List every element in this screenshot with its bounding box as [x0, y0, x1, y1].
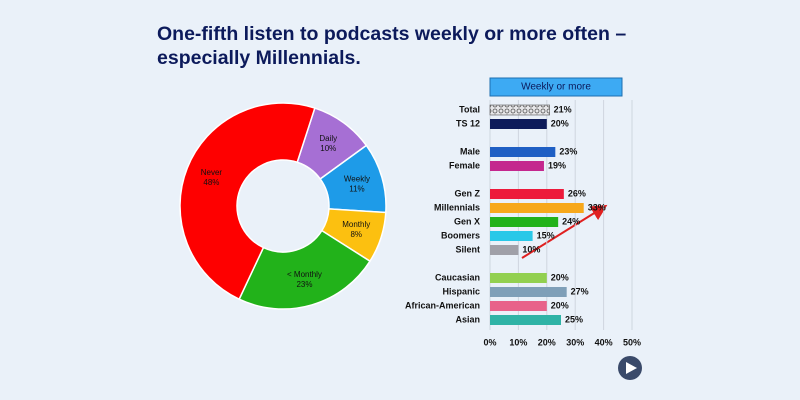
pie-slice: [238, 229, 372, 310]
pie-slice: [179, 102, 316, 301]
logo-icon: [626, 362, 637, 374]
x-tick-label: 20%: [538, 337, 556, 347]
bar-value-label: 20%: [551, 118, 569, 128]
bar: [490, 161, 544, 171]
bar: [490, 301, 547, 311]
bar: [490, 273, 547, 283]
bar-value-label: 24%: [562, 216, 580, 226]
y-tick-label: Gen Z: [454, 188, 480, 198]
bar: [490, 189, 564, 199]
bar: [490, 147, 556, 157]
arrow: [521, 204, 608, 259]
bar-value-label: 33%: [588, 202, 606, 212]
bar: [490, 217, 559, 227]
y-tick-label: Female: [449, 160, 480, 170]
y-tick-label: African-American: [405, 300, 480, 310]
x-tick-label: 0%: [483, 337, 496, 347]
slice-label: Never: [201, 168, 223, 177]
slice-value-label: 23%: [296, 280, 312, 289]
slice-value-label: 10%: [320, 144, 336, 153]
bar: [490, 231, 533, 241]
bar-value-label: 15%: [537, 230, 555, 240]
slice-value-label: 8%: [350, 230, 362, 239]
bar-value-label: 20%: [551, 272, 569, 282]
slice-label: Monthly: [342, 220, 370, 229]
bar-value-label: 21%: [554, 104, 572, 114]
y-tick-label: Gen X: [454, 216, 480, 226]
y-tick-label: Boomers: [441, 230, 480, 240]
header: Weekly or more: [521, 82, 591, 93]
bar-value-label: 20%: [551, 300, 569, 310]
slice-label: < Monthly: [287, 270, 322, 279]
x-tick-label: 10%: [509, 337, 527, 347]
bar-value-label: 10%: [522, 244, 540, 254]
bar: [490, 315, 561, 325]
y-tick-label: Asian: [455, 314, 480, 324]
bar: [490, 245, 519, 255]
x-tick-label: 50%: [623, 337, 641, 347]
slice-label: Daily: [319, 134, 337, 143]
bar-value-label: 25%: [565, 314, 583, 324]
y-tick-label: Caucasian: [435, 272, 480, 282]
bar: [490, 119, 547, 129]
bar-value-label: 23%: [559, 146, 577, 156]
x-tick-label: 30%: [566, 337, 584, 347]
y-tick-label: Millennials: [434, 202, 480, 212]
y-tick-label: Total: [459, 104, 480, 114]
y-tick-label: Male: [460, 146, 480, 156]
bar-value-label: 19%: [548, 160, 566, 170]
header-box: [489, 77, 623, 97]
bar-value-label: 27%: [571, 286, 589, 296]
x-tick-label: 40%: [595, 337, 613, 347]
y-tick-label: Hispanic: [442, 286, 480, 296]
bar-value-label: 26%: [568, 188, 586, 198]
slice-value-label: 48%: [203, 178, 219, 187]
y-tick-label: Silent: [455, 244, 480, 254]
bar: [490, 287, 567, 297]
slice-value-label: 11%: [349, 185, 364, 194]
bar: [490, 203, 584, 213]
title: One-fifth listen to podcasts weekly or m…: [157, 23, 627, 69]
slice-label: Weekly: [344, 175, 370, 184]
y-tick-label: TS 12: [456, 118, 480, 128]
bar: [489, 104, 550, 116]
